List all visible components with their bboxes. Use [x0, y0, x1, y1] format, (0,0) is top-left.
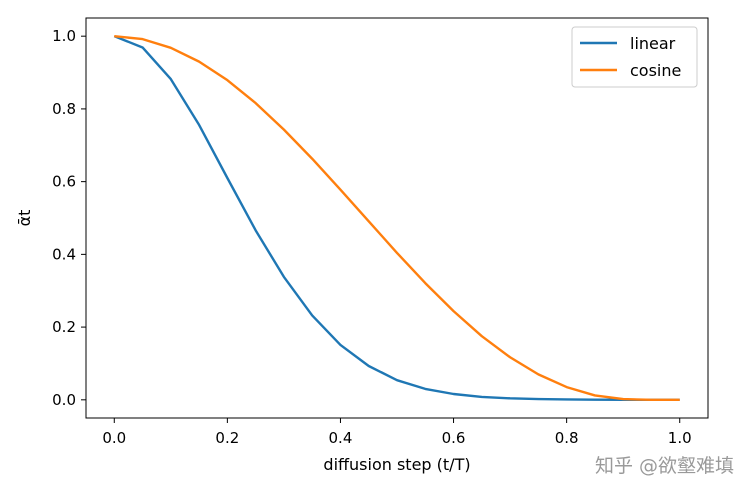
legend-label-linear: linear	[630, 34, 676, 53]
plot-frame	[85, 17, 709, 419]
y-axis-label: ᾱt	[15, 210, 34, 227]
series-line-cosine	[114, 34, 680, 402]
watermark-text: 知乎 @欲壑难填	[594, 455, 734, 477]
x-axis-label: diffusion step (t/T)	[323, 455, 470, 474]
legend: linear cosine	[571, 26, 698, 88]
y-tick-label: 0.0	[52, 391, 76, 409]
x-tick-label: 0.8	[555, 429, 579, 447]
x-tick-label: 0.6	[442, 429, 466, 447]
x-axis: 0.0 0.2 0.4 0.6 0.8 1.0	[102, 418, 692, 447]
y-axis: 0.0 0.2 0.4 0.6 0.8 1.0	[52, 27, 86, 409]
y-tick-label: 0.6	[52, 173, 76, 191]
y-tick-label: 0.4	[52, 245, 76, 263]
y-tick-label: 0.2	[52, 318, 76, 336]
plot-area	[85, 17, 709, 419]
y-tick-label: 0.8	[52, 100, 76, 118]
series-group	[113, 34, 680, 402]
legend-label-cosine: cosine	[630, 61, 681, 80]
x-tick-label: 0.0	[102, 429, 126, 447]
x-tick-label: 0.2	[215, 429, 239, 447]
x-tick-label: 0.4	[329, 429, 353, 447]
series-line-linear	[113, 35, 680, 402]
y-tick-label: 1.0	[52, 27, 76, 45]
x-tick-label: 1.0	[668, 429, 692, 447]
